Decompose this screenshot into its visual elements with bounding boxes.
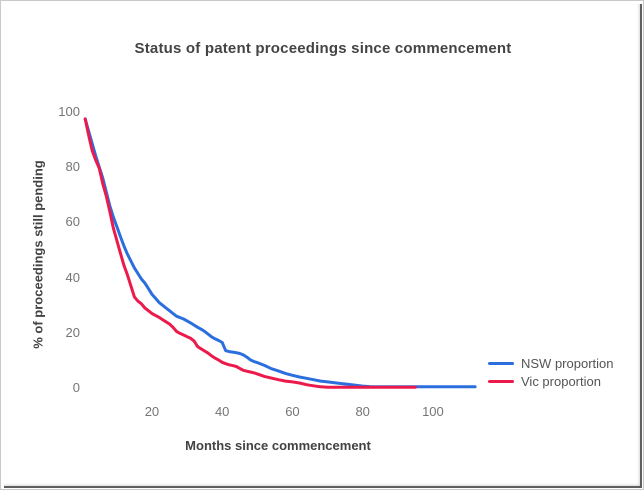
nsw-line-swatch-icon [488, 361, 514, 365]
x-tick-label: 80 [355, 404, 370, 419]
x-tick-label: 60 [285, 404, 300, 419]
series-line-0 [83, 117, 477, 389]
vic-line-swatch-icon [488, 379, 514, 383]
legend-label-nsw: NSW proportion [521, 355, 614, 371]
y-tick-label: 80 [65, 159, 80, 175]
x-tick-label: 40 [214, 404, 230, 419]
y-tick-label: 40 [65, 269, 80, 285]
y-tick-label: 60 [65, 214, 80, 230]
legend: NSW proportion Vic proportion [488, 354, 613, 390]
x-tick-label: 20 [144, 404, 160, 419]
x-axis-title: Months since commencement [185, 438, 371, 453]
x-tick-label: 100 [422, 404, 444, 419]
y-tick-label: 100 [58, 104, 80, 119]
chart-title: Status of patent proceedings since comme… [134, 40, 512, 57]
y-tick-label: 20 [65, 324, 80, 340]
legend-item-vic: Vic proportion [488, 372, 613, 390]
legend-label-vic: Vic proportion [521, 373, 601, 389]
series-line-1 [83, 117, 417, 389]
legend-item-nsw: NSW proportion [488, 354, 613, 372]
y-tick-label: 0 [72, 380, 80, 395]
